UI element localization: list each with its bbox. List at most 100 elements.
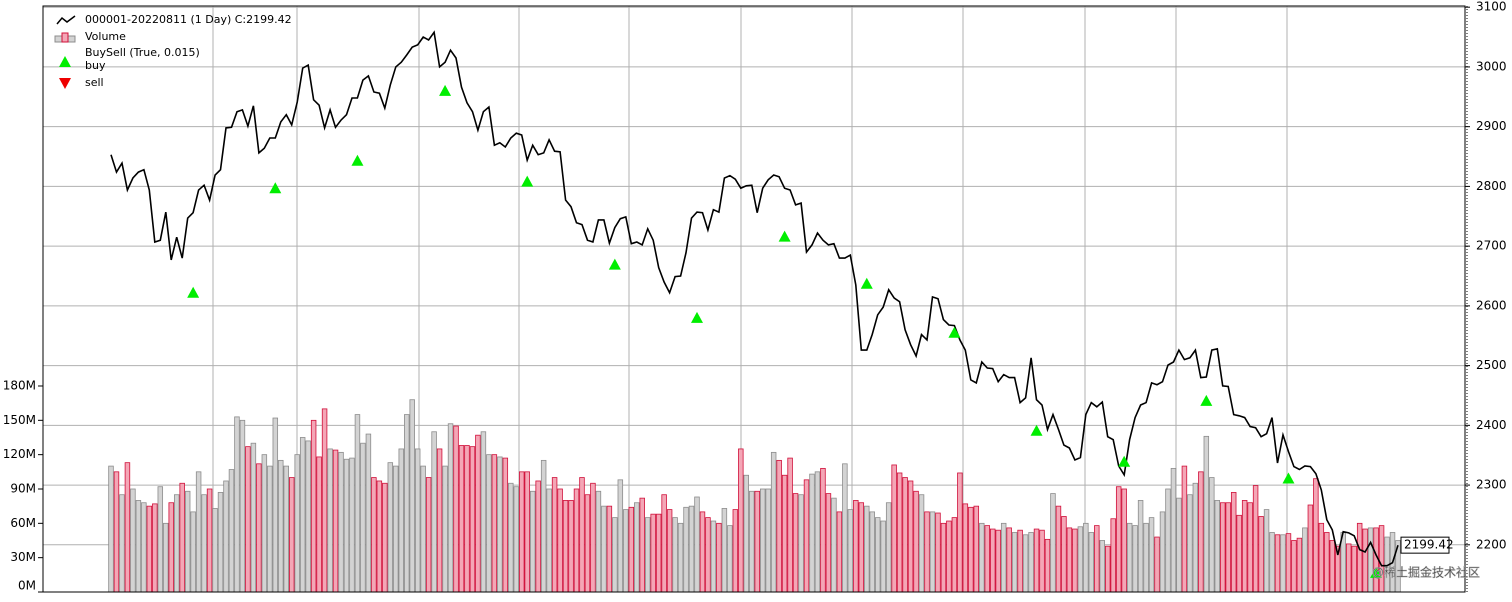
volume-bar — [1099, 540, 1105, 593]
volume-bar — [1362, 528, 1368, 593]
volume-bar — [759, 488, 766, 593]
volume-bar — [1165, 488, 1171, 593]
volume-bar — [1039, 529, 1045, 593]
volume-bar — [573, 488, 580, 593]
volume-bar — [1220, 502, 1226, 593]
volume-bar — [245, 446, 251, 593]
volume-bar — [562, 500, 569, 593]
volume-bar — [1313, 478, 1319, 593]
buy-marker — [778, 230, 791, 242]
volume-bar — [1126, 522, 1133, 593]
y-tick-label: 2400 — [1476, 418, 1507, 432]
y-tick-label: 2800 — [1476, 179, 1507, 193]
volume-bar — [885, 502, 892, 593]
volume-bar — [655, 513, 662, 593]
volume-bar — [1033, 528, 1040, 593]
y2-tick-label: 0M — [18, 579, 36, 593]
volume-bar — [1187, 494, 1193, 593]
y-tick-label: 2200 — [1476, 537, 1507, 551]
volume-bar — [891, 464, 897, 593]
volume-bar — [535, 480, 541, 593]
volume-bar — [1006, 527, 1012, 593]
volume-bar — [464, 445, 470, 593]
volume-bar — [354, 414, 361, 593]
volume-bar — [376, 480, 383, 593]
buy-marker — [948, 326, 961, 338]
volume-bar — [639, 497, 645, 593]
volume-bar — [497, 456, 503, 593]
volume-bar — [1066, 527, 1073, 593]
volume-bar — [168, 502, 174, 593]
volume-bar — [1324, 532, 1330, 593]
volume-bar — [546, 488, 552, 593]
volume-bar — [234, 416, 240, 593]
legend-label: BuySell (True, 0.015) — [85, 46, 200, 59]
volume-bar — [1072, 528, 1078, 593]
volume-bar — [228, 469, 235, 593]
volume-bar — [672, 517, 678, 593]
volume-bar — [1241, 500, 1248, 593]
volume-bar — [979, 522, 985, 593]
buy-marker — [1118, 455, 1131, 467]
volume-bar — [1017, 529, 1023, 593]
volume-bar — [968, 506, 974, 593]
watermark: @稀土掘金技术社区 — [1372, 565, 1480, 580]
volume-bar — [239, 419, 246, 593]
volume-bar — [491, 454, 498, 593]
volume-bar — [157, 486, 164, 593]
volume-bar — [152, 503, 158, 593]
volume-bar — [1088, 532, 1095, 593]
volume-bar — [250, 442, 257, 593]
volume-bar — [973, 505, 980, 593]
y2-tick-label: 180M — [3, 378, 36, 392]
volume-bar — [612, 517, 618, 593]
volume-bar — [321, 408, 328, 593]
volume-bar — [1285, 533, 1292, 593]
volume-bar — [513, 486, 519, 593]
volume-bar — [1077, 526, 1084, 593]
volume-bar — [130, 488, 136, 593]
volume-bar — [272, 417, 279, 593]
volume-bar — [135, 500, 142, 593]
volume-bar — [278, 459, 284, 593]
volume-bar — [1230, 492, 1237, 593]
volume-bar — [1252, 485, 1259, 593]
volume-bar — [425, 477, 432, 593]
volume-bar — [1132, 525, 1138, 593]
volume-bar — [984, 525, 990, 593]
volume-bar — [913, 490, 919, 593]
volume-bar — [163, 522, 169, 593]
volume-bar — [206, 488, 213, 593]
volume-bar — [880, 520, 886, 593]
volume-bar — [814, 471, 821, 593]
volume-bar — [1247, 502, 1253, 593]
volume-bar — [683, 506, 689, 593]
volume-bar — [935, 512, 941, 593]
legend-swatch — [59, 78, 71, 89]
volume-bar — [502, 457, 509, 593]
volume-bar — [1115, 486, 1122, 593]
volume-bar — [540, 459, 547, 593]
volume-bar — [1225, 502, 1231, 593]
volume-bar — [929, 511, 936, 593]
volume-bar — [869, 511, 875, 593]
volume-bar — [190, 511, 196, 593]
volume-bar — [316, 456, 322, 593]
legend-label: Volume — [85, 30, 126, 43]
volume-bar — [924, 511, 930, 593]
volume-bar — [529, 490, 536, 593]
volume-bar — [332, 449, 339, 593]
volume-bar — [519, 471, 525, 593]
volume-bar — [420, 465, 426, 593]
plot-frame — [42, 5, 1466, 593]
volume-bar — [338, 451, 344, 593]
volume-bar — [1181, 465, 1188, 593]
buy-marker — [690, 311, 703, 323]
volume-bar — [283, 465, 289, 593]
volume-bar — [1302, 527, 1308, 593]
volume-bar — [146, 505, 153, 593]
y-tick-label: 2600 — [1476, 298, 1507, 312]
volume-bar — [1105, 545, 1111, 593]
volume-bar — [650, 513, 656, 593]
